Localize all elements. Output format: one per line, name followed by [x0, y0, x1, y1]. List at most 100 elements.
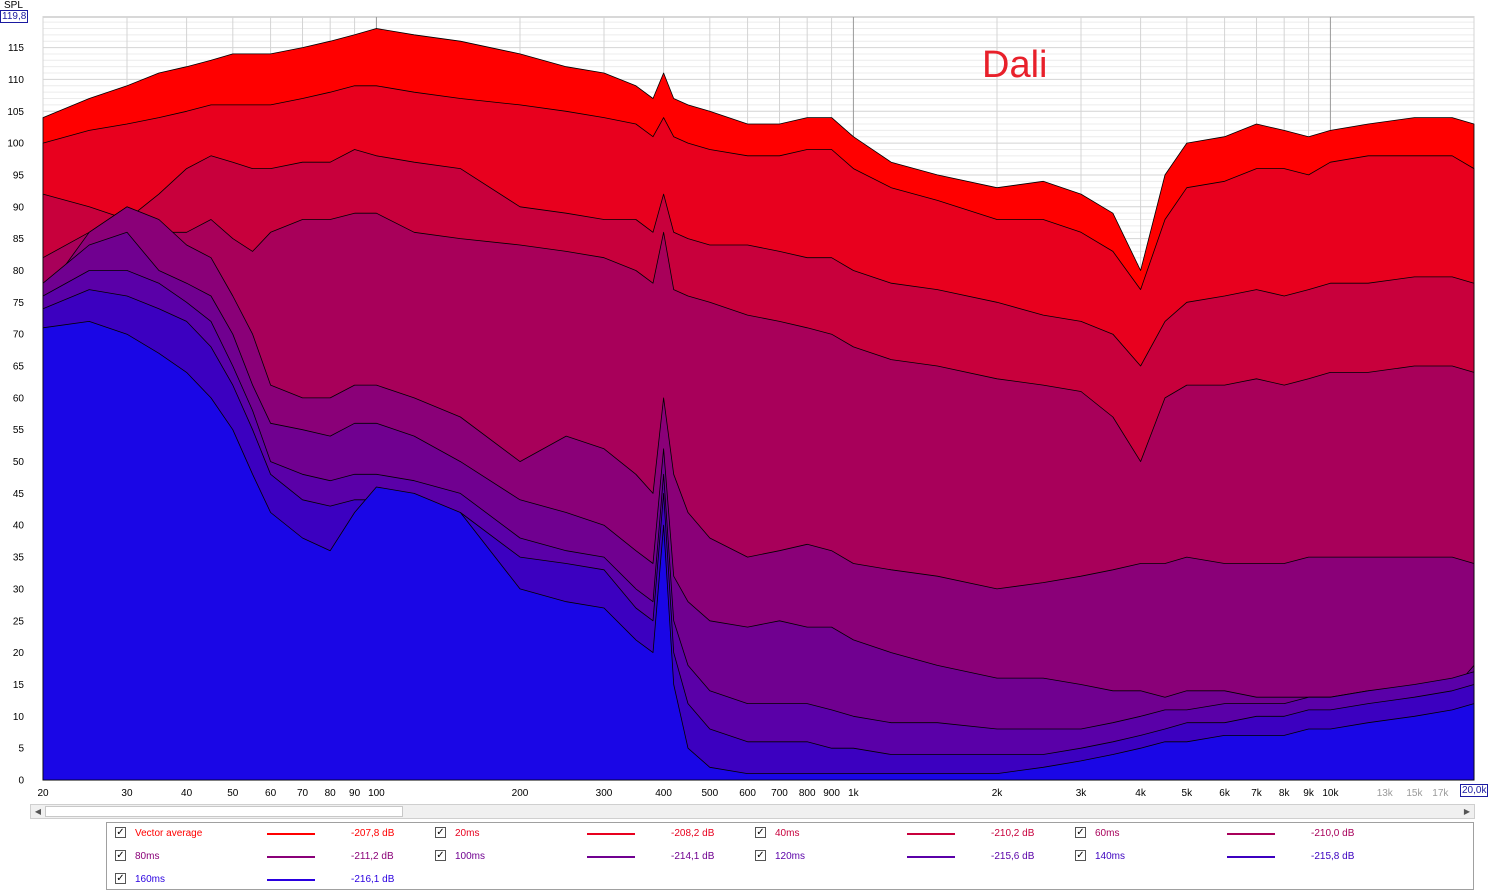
y-tick-label: 60	[13, 393, 25, 404]
y-tick-label: 70	[13, 330, 25, 341]
legend-line-swatch	[907, 856, 955, 858]
x-tick-label: 80	[325, 788, 337, 799]
y-tick-label: 5	[18, 744, 24, 755]
y-tick-labels: 0 5 10 15 20 25 30 35 40 45 50 55 60 65 70 75 80 85 90 95 10…	[7, 43, 24, 786]
horizontal-scrollbar[interactable]: ◀ ▶	[30, 804, 1475, 819]
x-tick-label: 60	[265, 788, 277, 799]
legend-series-name: 60ms	[1095, 828, 1120, 839]
x-tick-label: 8k	[1279, 788, 1291, 799]
legend-line-swatch	[1227, 833, 1275, 835]
x-tick-label: 9k	[1303, 788, 1315, 799]
legend-item: ✓ 140ms -215,8 dB	[1071, 847, 1391, 867]
legend-checkbox[interactable]: ✓	[435, 827, 446, 838]
legend-checkbox[interactable]: ✓	[435, 850, 446, 861]
y-tick-label: 80	[13, 266, 25, 277]
y-tick-label: 90	[13, 202, 25, 213]
x-tick-label: 13k	[1377, 788, 1394, 799]
x-tick-label: 3k	[1076, 788, 1088, 799]
x-tick-label: 500	[701, 788, 718, 799]
x-tick-label: 600	[739, 788, 756, 799]
y-tick-label: 50	[13, 457, 25, 468]
legend-series-name: 140ms	[1095, 851, 1126, 862]
legend-checkbox[interactable]: ✓	[755, 827, 766, 838]
x-max-readout[interactable]: 20,0k	[1460, 784, 1488, 797]
legend-checkbox[interactable]: ✓	[1075, 827, 1086, 838]
legend-line-swatch	[587, 833, 635, 835]
legend-item: ✓ 160ms -216,1 dB	[111, 870, 431, 890]
legend-checkbox[interactable]: ✓	[115, 827, 126, 838]
legend-db-value: -208,2 dB	[671, 828, 715, 839]
x-tick-label: 700	[771, 788, 788, 799]
legend-series-name: 20ms	[455, 828, 480, 839]
x-tick-label: 7k	[1251, 788, 1263, 799]
y-tick-label: 105	[7, 107, 24, 118]
x-tick-label: 1k	[848, 788, 860, 799]
legend-db-value: -216,1 dB	[351, 874, 395, 885]
scroll-thumb[interactable]	[45, 806, 403, 817]
legend-db-value: -211,2 dB	[351, 851, 394, 862]
x-tick-label: 40	[181, 788, 193, 799]
series-area-9	[42, 321, 1475, 781]
x-tick-label: 5k	[1182, 788, 1194, 799]
x-tick-label: 100	[368, 788, 385, 799]
x-tick-label: 15k	[1406, 788, 1423, 799]
legend-item: ✓ 60ms -210,0 dB	[1071, 824, 1391, 844]
legend-checkbox[interactable]: ✓	[115, 850, 126, 861]
y-tick-label: 40	[13, 521, 25, 532]
legend-db-value: -210,0 dB	[1311, 828, 1355, 839]
legend-series-name: 120ms	[775, 851, 806, 862]
legend-series-name: 160ms	[135, 874, 166, 885]
x-tick-label: 6k	[1219, 788, 1231, 799]
legend-checkbox[interactable]: ✓	[115, 873, 126, 884]
y-tick-label: 15	[13, 680, 25, 691]
y-tick-label: 20	[13, 648, 25, 659]
x-tick-label: 200	[512, 788, 529, 799]
legend-item: ✓ 120ms -215,6 dB	[751, 847, 1071, 867]
x-tick-label: 50	[227, 788, 239, 799]
scroll-right-arrow-icon[interactable]: ▶	[1463, 807, 1471, 816]
x-tick-label: 17k	[1432, 788, 1449, 799]
legend-line-swatch	[267, 879, 315, 881]
chart-annotation: Dali	[982, 44, 1048, 86]
y-tick-label: 110	[8, 75, 24, 86]
legend-line-swatch	[267, 833, 315, 835]
x-tick-label: 10k	[1322, 788, 1339, 799]
legend-item: ✓ 20ms -208,2 dB	[431, 824, 751, 844]
spl-waterfall-chart: 0 5 10 15 20 25 30 35 40 45 50 55 60 65 70 75 80 85 90 95 10…	[7, 16, 1475, 799]
legend-checkbox[interactable]: ✓	[1075, 850, 1086, 861]
legend-series-name: 40ms	[775, 828, 800, 839]
y-tick-label: 35	[13, 553, 25, 564]
legend-db-value: -214,1 dB	[671, 851, 715, 862]
legend-line-swatch	[587, 856, 635, 858]
legend-item: ✓ Vector average -207,8 dB	[111, 824, 431, 844]
legend-series-name: 80ms	[135, 851, 160, 862]
legend-series-name: Vector average	[135, 828, 203, 839]
y-axis-label: SPL	[4, 0, 23, 11]
legend-panel: ✓ Vector average -207,8 dB ✓ 20ms -208,2 dB ✓ 4…	[106, 822, 1474, 890]
x-tick-label: 4k	[1135, 788, 1147, 799]
legend-db-value: -210,2 dB	[991, 828, 1035, 839]
legend-checkbox[interactable]: ✓	[755, 850, 766, 861]
y-tick-label: 10	[13, 712, 25, 723]
legend-line-swatch	[267, 856, 315, 858]
y-tick-label: 65	[13, 362, 25, 373]
x-tick-label: 20	[37, 788, 49, 799]
x-tick-label: 900	[823, 788, 840, 799]
x-tick-label: 300	[596, 788, 613, 799]
series-areas	[42, 28, 1475, 781]
y-tick-label: 0	[18, 776, 24, 787]
legend-item: ✓ 100ms -214,1 dB	[431, 847, 751, 867]
legend-item: ✓ 40ms -210,2 dB	[751, 824, 1071, 844]
y-tick-label: 45	[13, 489, 25, 500]
scroll-left-arrow-icon[interactable]: ◀	[34, 807, 42, 816]
y-tick-label: 115	[8, 43, 24, 54]
x-tick-label: 400	[655, 788, 672, 799]
y-tick-label: 30	[13, 584, 25, 595]
legend-db-value: -207,8 dB	[351, 828, 395, 839]
y-tick-label: 95	[13, 170, 25, 181]
legend-series-name: 100ms	[455, 851, 486, 862]
x-tick-label: 30	[121, 788, 133, 799]
y-tick-label: 100	[7, 139, 24, 150]
y-max-readout[interactable]: 119,8	[0, 10, 29, 23]
legend-db-value: -215,6 dB	[991, 851, 1035, 862]
